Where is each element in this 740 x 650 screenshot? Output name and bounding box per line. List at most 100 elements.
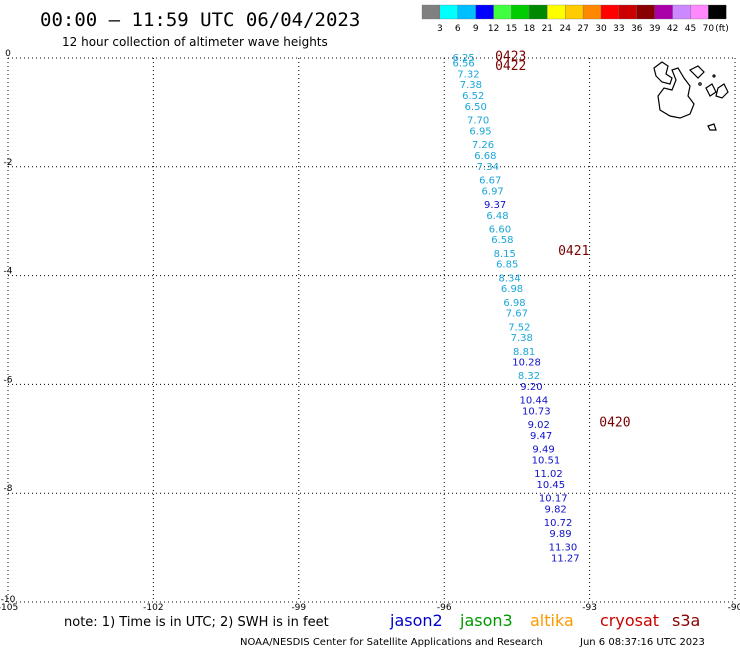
swh-value-label: 9.20	[520, 382, 542, 393]
time-annotation: 0420	[599, 415, 630, 430]
swh-value-label: 8.32	[518, 371, 540, 382]
chart-title: 00:00 – 11:59 UTC 06/04/2023	[40, 9, 360, 31]
swh-value-label: 8.34	[498, 273, 520, 284]
color-scale-label: 39	[649, 24, 661, 34]
footer-credit: NOAA/NESDIS Center for Satellite Applica…	[240, 637, 543, 648]
swh-value-label: 6.25	[452, 53, 474, 64]
swh-value-label: 6.68	[474, 151, 496, 162]
color-scale-swatch	[636, 4, 655, 20]
time-annotation: 0422	[495, 59, 526, 74]
swh-value-label: 7.67	[506, 309, 528, 320]
y-tick-label: -6	[4, 375, 13, 385]
color-scale-legend: 3 6 9 12 15 18 21 24 27 30 33 36 39 42 45 70 (ft)	[421, 4, 729, 34]
chart-grid: -105 -102 -99 -96 -93 -90 0 -2 -4 -6 -8 -10	[0, 49, 740, 613]
color-scale-label: 3	[437, 24, 443, 34]
color-scale-label: 21	[542, 24, 553, 34]
satellite-legend: jason2 jason3 altika cryosat s3a	[389, 611, 700, 630]
satellite-legend-jason3: jason3	[459, 611, 513, 630]
color-scale-label: 12	[488, 24, 499, 34]
swh-value-label: 9.02	[528, 420, 550, 431]
swh-value-label: 10.17	[539, 494, 568, 505]
swh-value-label: 6.97	[482, 186, 504, 197]
satellite-legend-jason2: jason2	[389, 611, 443, 630]
y-tick-label: -10	[1, 595, 16, 605]
swh-value-label: 11.02	[534, 469, 563, 480]
time-annotation: 0421	[558, 244, 589, 259]
swh-value-label: 9.89	[549, 529, 571, 540]
swh-value-label: 7.70	[467, 116, 489, 127]
color-scale-label: 30	[595, 24, 607, 34]
color-scale-label: 42	[667, 24, 678, 34]
swh-value-label: 10.28	[512, 358, 541, 369]
swh-points: 6.256.567.327.386.526.507.706.957.266.68…	[452, 53, 579, 564]
swh-value-label: 6.98	[503, 298, 525, 309]
swh-value-label: 6.85	[496, 260, 518, 271]
swh-value-label: 9.82	[545, 505, 567, 516]
x-tick-label: -93	[582, 603, 597, 613]
swh-value-label: 8.81	[513, 347, 535, 358]
swh-value-label: 7.38	[511, 333, 533, 344]
color-scale-label: 9	[473, 24, 479, 34]
color-scale-swatch	[582, 4, 602, 20]
color-scale-swatch	[690, 4, 709, 20]
color-scale-label: 33	[613, 24, 624, 34]
swh-value-label: 9.47	[530, 431, 552, 442]
satellite-legend-s3a: s3a	[672, 611, 700, 630]
color-scale-label: 70	[703, 24, 715, 34]
swh-value-label: 11.27	[551, 553, 580, 564]
swh-value-label: 6.58	[491, 235, 513, 246]
y-tick-label: 0	[5, 49, 11, 59]
time-annotation: 0423	[495, 49, 526, 64]
color-scale-label: 27	[577, 24, 588, 34]
satellite-legend-altika: altika	[530, 611, 574, 630]
y-tick-label: -8	[4, 484, 13, 494]
x-tick-label: -90	[728, 603, 740, 613]
color-scale-swatch	[708, 4, 727, 20]
legend-note: note: 1) Time is in UTC; 2) SWH is in fe…	[64, 615, 329, 630]
color-scale-swatch	[511, 4, 530, 20]
swh-value-label: 7.32	[457, 69, 479, 80]
swh-value-label: 6.50	[465, 102, 487, 113]
swh-value-label: 11.30	[549, 543, 578, 554]
swh-value-label: 10.51	[532, 456, 561, 467]
island-outline-icon	[653, 61, 729, 131]
color-scale-swatch	[421, 4, 441, 20]
color-scale-label: 15	[506, 24, 517, 34]
color-scale-swatch	[457, 4, 476, 20]
chart-subtitle: 12 hour collection of altimeter wave hei…	[62, 35, 328, 49]
color-scale-label: 18	[524, 24, 536, 34]
swh-value-label: 8.15	[494, 249, 516, 260]
swh-value-label: 6.56	[452, 58, 474, 69]
color-scale-swatch	[493, 4, 512, 20]
color-scale-swatch	[654, 4, 673, 20]
x-tick-label: -96	[437, 603, 452, 613]
swh-value-label: 6.67	[479, 175, 501, 186]
color-scale-label: 36	[631, 24, 643, 34]
color-scale-swatch	[475, 4, 494, 20]
color-scale-swatch	[600, 4, 620, 20]
color-scale-label: 24	[559, 24, 571, 34]
swh-value-label: 9.37	[484, 200, 506, 211]
x-tick-label: -105	[0, 603, 18, 613]
swh-value-label: 7.38	[460, 80, 482, 91]
swh-value-label: 9.49	[532, 445, 554, 456]
footer-timestamp: Jun 6 08:37:16 UTC 2023	[579, 637, 705, 648]
swh-value-label: 6.48	[486, 211, 508, 222]
y-tick-label: -4	[4, 267, 13, 277]
swh-value-label: 7.26	[472, 140, 494, 151]
color-scale-unit: (ft)	[715, 24, 729, 34]
swh-value-label: 6.52	[462, 91, 484, 102]
color-scale-label: 45	[685, 24, 696, 34]
swh-value-label: 6.95	[469, 126, 491, 137]
color-scale-swatch	[529, 4, 548, 20]
color-scale-swatch	[618, 4, 637, 20]
x-tick-label: -99	[291, 603, 306, 613]
satellite-legend-cryosat: cryosat	[600, 611, 659, 630]
swh-value-label: 10.44	[520, 396, 549, 407]
swh-value-label: 7.52	[508, 322, 530, 333]
color-scale-swatch	[547, 4, 566, 20]
color-scale-label: 6	[455, 24, 461, 34]
color-scale-swatch	[672, 4, 691, 20]
